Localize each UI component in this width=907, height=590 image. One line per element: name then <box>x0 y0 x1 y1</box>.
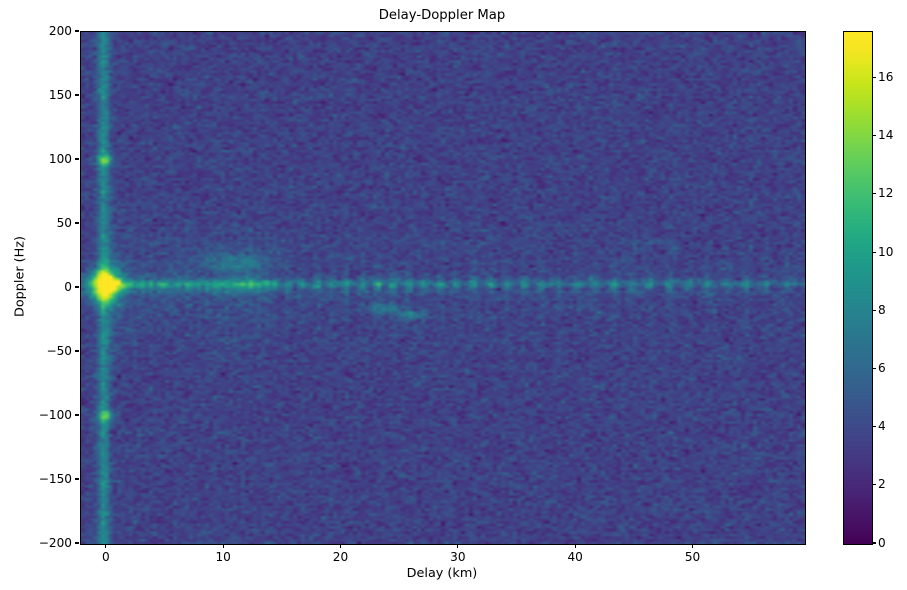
x-tick-label: 50 <box>684 550 701 564</box>
y-tick-mark <box>75 222 79 224</box>
y-tick-label: 200 <box>48 23 72 38</box>
colorbar-tick-label: 8 <box>878 302 886 317</box>
x-tick-label: 40 <box>567 550 583 564</box>
x-tick-mark <box>574 544 576 548</box>
y-tick-mark <box>75 94 79 96</box>
y-tick-mark <box>75 478 79 480</box>
x-tick-mark <box>457 544 459 548</box>
x-tick-label: 20 <box>332 550 349 564</box>
colorbar-tick-mark <box>872 426 876 428</box>
y-tick-label: 0 <box>64 279 72 294</box>
y-tick-label: 150 <box>48 87 72 102</box>
colorbar-tick-mark <box>872 76 876 79</box>
y-tick-label: 50 <box>56 215 72 230</box>
colorbar-tick-mark <box>872 251 876 253</box>
x-axis-label: Delay (km) <box>406 566 478 581</box>
x-tick-mark <box>222 544 224 548</box>
delay-doppler-heatmap <box>81 32 805 544</box>
y-tick-mark <box>75 350 79 352</box>
y-tick-label: 100 <box>48 151 72 166</box>
y-tick-mark <box>75 414 79 416</box>
colorbar-tick-mark <box>872 309 876 311</box>
y-tick-label: −200 <box>38 535 72 550</box>
colorbar-tick-mark <box>872 542 876 544</box>
colorbar-tick-mark <box>872 367 876 369</box>
y-tick-label: −50 <box>46 343 72 358</box>
x-tick-label: 30 <box>450 550 466 564</box>
colorbar-tick-label: 4 <box>878 419 886 434</box>
y-tick-label: −100 <box>38 407 72 422</box>
colorbar-tick-label: 12 <box>878 186 894 201</box>
colorbar-tick-label: 14 <box>878 128 894 143</box>
x-tick-mark <box>691 544 694 548</box>
colorbar <box>843 31 873 545</box>
colorbar-tick-label: 0 <box>878 535 886 550</box>
colorbar-tick-label: 16 <box>878 70 894 85</box>
colorbar-tick-label: 10 <box>878 244 894 259</box>
colorbar-tick-label: 6 <box>878 360 886 375</box>
delay-doppler-heatmap-axes <box>80 31 806 545</box>
y-tick-mark <box>75 542 79 544</box>
x-tick-label: 0 <box>101 550 110 564</box>
colorbar-tick-mark <box>872 193 876 195</box>
x-tick-mark <box>105 544 107 548</box>
y-axis-label: Doppler (Hz) <box>12 236 28 318</box>
colorbar-tick-mark <box>872 484 876 486</box>
page-title: Delay-Doppler Map <box>378 8 506 23</box>
y-tick-mark <box>75 158 79 160</box>
colorbar-tick-mark <box>872 135 876 137</box>
x-tick-label: 10 <box>215 550 231 564</box>
y-tick-mark <box>75 286 79 288</box>
colorbar-tick-label: 2 <box>878 477 886 492</box>
y-tick-label: −150 <box>38 471 72 486</box>
colorbar-gradient <box>844 32 872 544</box>
x-tick-mark <box>339 544 342 548</box>
y-tick-mark <box>75 30 79 32</box>
